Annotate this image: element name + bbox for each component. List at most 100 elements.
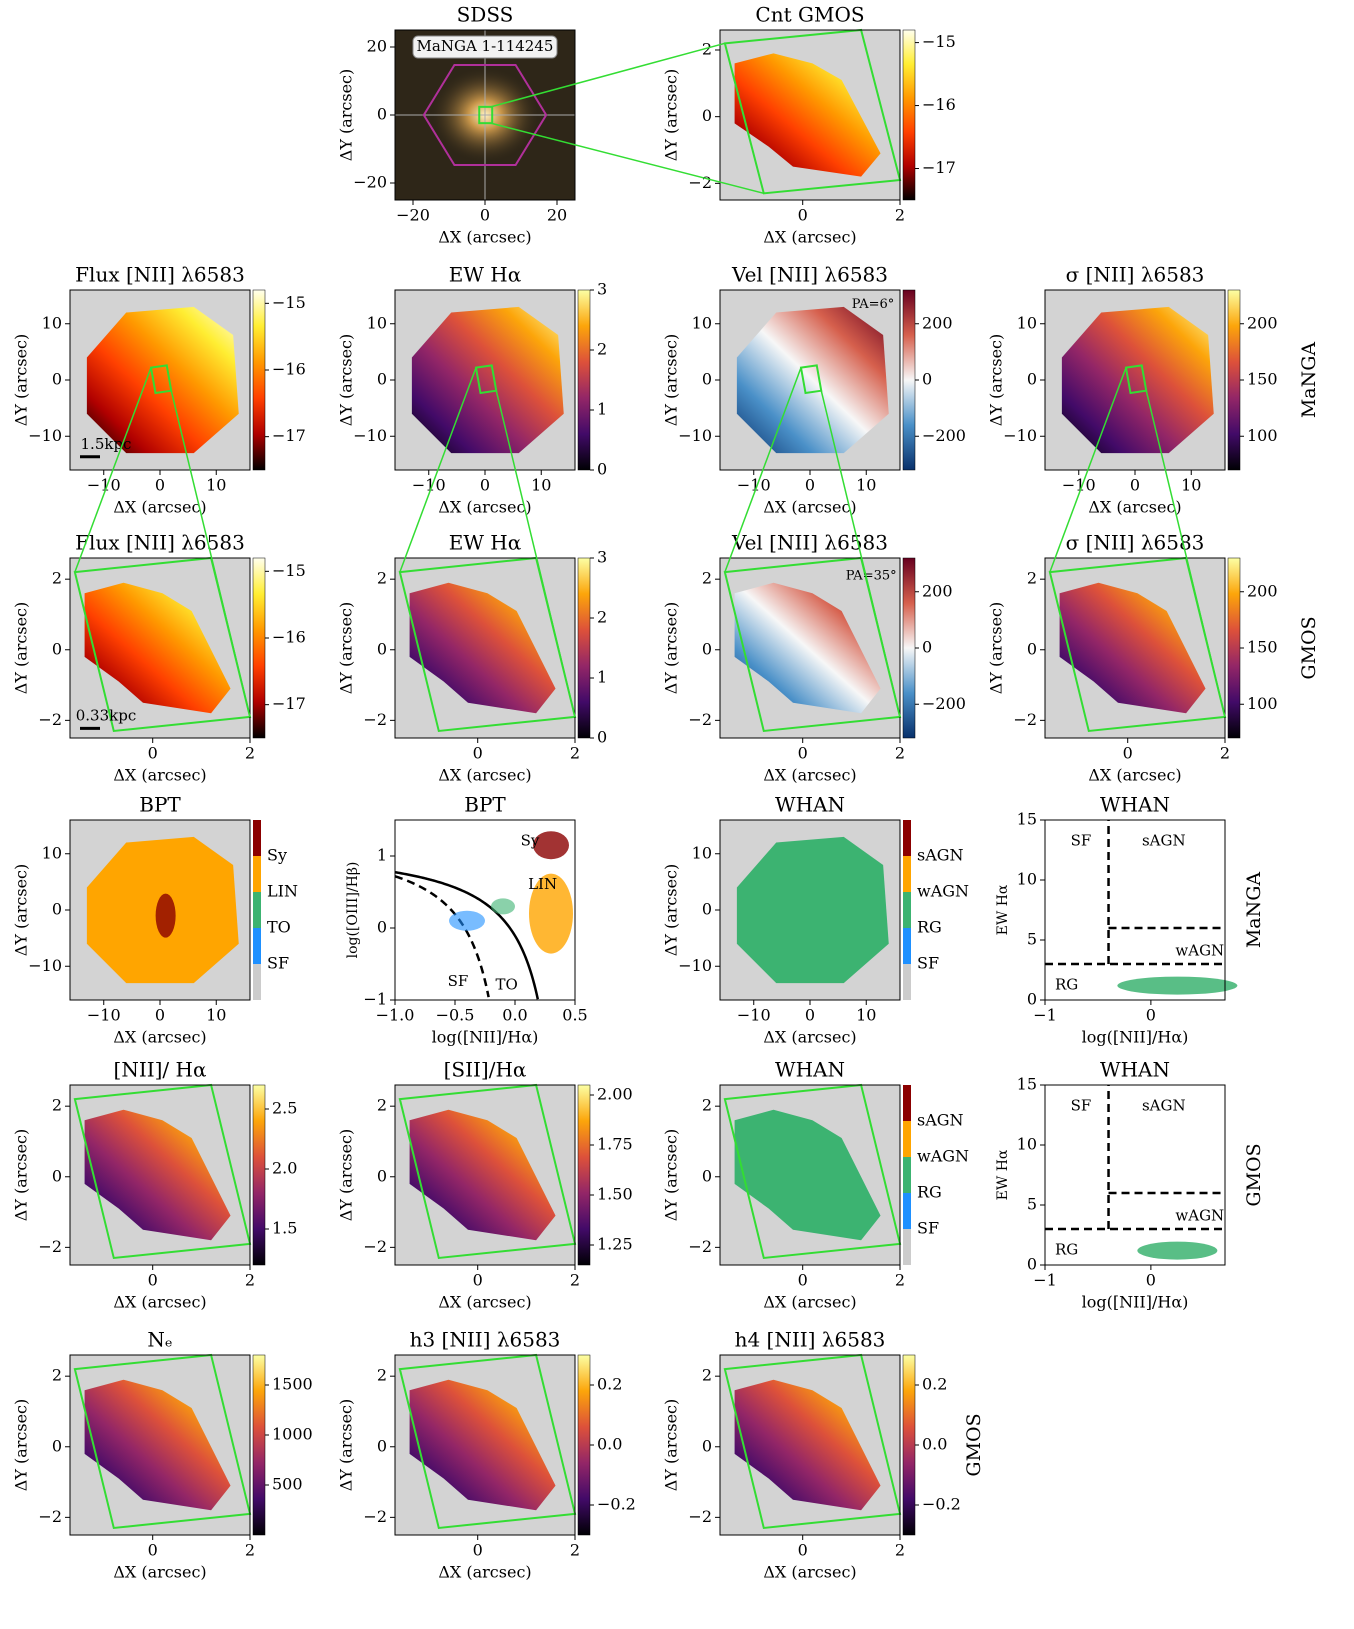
title: EW Hα	[449, 263, 521, 287]
zoom-connector	[724, 367, 802, 573]
x-axis-label: ΔX (arcsec)	[438, 766, 531, 785]
annotation: MaNGA 1-114245	[417, 37, 554, 55]
zoom-connector	[170, 390, 251, 717]
x-tick-label: −1	[1033, 1006, 1057, 1025]
colorbar-segment	[903, 928, 911, 964]
colorbar	[252, 1354, 266, 1536]
zoom-connector	[490, 122, 764, 195]
x-axis-label: ΔX (arcsec)	[1088, 498, 1181, 517]
colorbar-tick-label: 0	[597, 460, 607, 479]
colorbar-segment	[253, 928, 261, 964]
colorbar-segment	[903, 1085, 911, 1121]
annotation: LIN	[528, 875, 557, 893]
y-tick-label: 5	[1027, 930, 1037, 949]
x-tick-label: 10	[856, 476, 876, 495]
colorbar-tick-label: 1000	[272, 1425, 313, 1444]
x-tick-label: 10	[206, 1006, 226, 1025]
colorbar-tick-label: −16	[922, 95, 956, 114]
colorbar-tick-label: −15	[922, 32, 956, 51]
cluster	[533, 831, 569, 860]
colorbar	[577, 1084, 591, 1266]
y-tick-label: −1	[363, 990, 387, 1009]
axes-frame	[719, 1354, 901, 1536]
x-axis-label: ΔX (arcsec)	[113, 1028, 206, 1047]
y-tick-label: 0	[377, 918, 387, 937]
x-tick-label: 0	[798, 744, 808, 763]
y-axis-label: ΔY (arcsec)	[337, 334, 356, 426]
cluster	[1137, 1241, 1218, 1260]
colorbar-tick-label: −16	[272, 360, 306, 379]
y-tick-label: 2	[52, 1366, 62, 1385]
title: SDSS	[457, 3, 514, 27]
x-tick-label: −10	[412, 476, 446, 495]
y-tick-label: −2	[363, 1237, 387, 1256]
y-tick-label: 10	[692, 313, 712, 332]
colorbar-tick-label: 200	[922, 313, 953, 332]
colorbar-tick-label: 2.0	[272, 1159, 297, 1178]
y-axis-label: ΔY (arcsec)	[12, 864, 31, 956]
colorbar	[252, 1084, 266, 1266]
zoom-connector	[495, 390, 576, 717]
colorbar-tick-label: 0.0	[922, 1435, 947, 1454]
y-axis-label: ΔY (arcsec)	[12, 1399, 31, 1491]
title: Cnt GMOS	[755, 3, 864, 27]
y-axis-label: ΔY (arcsec)	[12, 1129, 31, 1221]
colorbar-segment	[903, 856, 911, 892]
map-region	[1059, 582, 1206, 714]
y-tick-label: −2	[688, 1507, 712, 1526]
cluster	[449, 910, 485, 931]
colorbar-segment	[253, 820, 261, 856]
x-tick-label: −10	[1062, 476, 1096, 495]
y-tick-label: 15	[1017, 810, 1037, 829]
y-axis-label: ΔY (arcsec)	[662, 69, 681, 161]
y-axis-label: EW Hα	[995, 1149, 1011, 1200]
colorbar-tick-label: −16	[272, 628, 306, 647]
y-tick-label: 2	[702, 40, 712, 59]
panel: 0 2 −2 0 2 Cnt GMOS ΔX (arcsec) ΔY (arcsec) −15 −…	[662, 3, 956, 247]
annotation: PA=6°	[852, 297, 895, 312]
y-tick-label: −10	[28, 956, 62, 975]
colorbar-tick-label: 500	[272, 1475, 303, 1494]
x-tick-label: 10	[206, 476, 226, 495]
x-tick-label: −10	[87, 1006, 121, 1025]
panel: 0 2 −2 0 2 Vel [NII] λ6583 ΔX (arcsec) ΔY (arcs…	[662, 531, 966, 785]
y-tick-label: 0	[702, 639, 712, 658]
y-tick-label: 10	[42, 313, 62, 332]
x-tick-label: 2	[895, 206, 905, 225]
x-tick-label: 2	[570, 744, 580, 763]
x-tick-label: 10	[1181, 476, 1201, 495]
ifu-hexagon	[422, 63, 548, 167]
colorbar-tick-label: −200	[922, 426, 966, 445]
panel: 0 2 −2 0 2 Flux [NII] λ6583 ΔX (arcsec) ΔY (arc…	[12, 531, 306, 785]
map-region	[736, 836, 889, 984]
y-tick-label: 5	[1027, 1195, 1037, 1214]
panel: −10 0 10 −10 0 10 σ [NII] λ6583 ΔX (arcsec) ΔY (…	[987, 263, 1321, 517]
annotation-box	[412, 35, 558, 59]
map-region	[734, 582, 881, 714]
x-tick-label: 2	[570, 1271, 580, 1290]
y-tick-label: 0	[702, 106, 712, 125]
x-tick-label: −10	[87, 476, 121, 495]
y-tick-label: 10	[42, 843, 62, 862]
y-axis-label: log([OIII]/Hβ)	[345, 862, 361, 959]
annotation: TO	[495, 976, 517, 994]
y-tick-label: 0	[702, 1166, 712, 1185]
colorbar-tick-label: 100	[1247, 694, 1278, 713]
panel: −10 0 10 −10 0 10 Vel [NII] λ6583 ΔX (arcsec) ΔY…	[662, 263, 966, 517]
colorbar-segment	[903, 1157, 911, 1193]
y-tick-label: 0	[52, 1166, 62, 1185]
colorbar	[1227, 289, 1241, 471]
y-tick-label: 20	[367, 37, 387, 56]
map-region	[409, 1379, 556, 1511]
colorbar	[577, 289, 591, 471]
y-tick-label: −20	[353, 173, 387, 192]
colorbar-tick-label: 2.00	[597, 1085, 633, 1104]
colorbar-segment	[903, 964, 911, 1000]
y-tick-label: −10	[678, 426, 712, 445]
x-tick-label: 0	[1130, 476, 1140, 495]
title: BPT	[464, 793, 506, 817]
colorbar-label: Sy	[267, 846, 287, 865]
colorbar-tick-label: 2.5	[272, 1099, 297, 1118]
x-axis-label: ΔX (arcsec)	[438, 1563, 531, 1582]
y-axis-label: ΔY (arcsec)	[662, 1399, 681, 1491]
